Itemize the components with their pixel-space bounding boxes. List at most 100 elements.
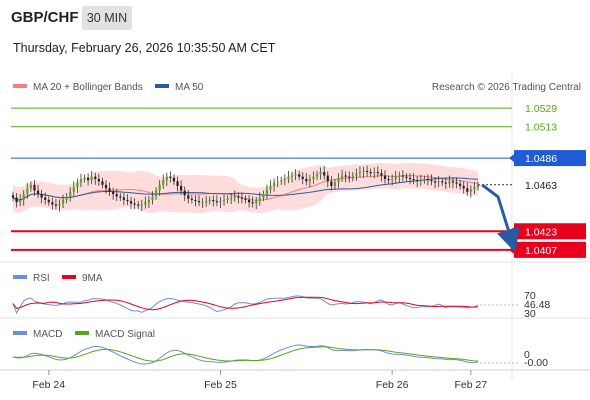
candle-body [61,199,65,204]
rsi-ma-legend-swatch [62,275,76,279]
macd-last-value: -0.00 [524,357,548,369]
macd-signal-line [12,346,479,362]
candle-body [201,202,204,204]
rsi-tick-70: 70 [524,290,536,302]
candle-body [283,179,286,181]
candle-body [362,170,365,173]
candle-body [29,184,32,189]
candle-body [94,176,97,179]
candle-body [137,204,140,206]
rsi-ma-legend-label: 9MA [82,273,103,284]
candle-body [76,182,79,188]
candle-body [380,173,383,176]
support-level-tag [514,223,586,240]
candle-body [65,196,68,200]
candle-body [108,188,111,192]
timeframe-button[interactable]: 30 MIN [82,6,132,30]
candle-body [79,179,83,183]
candle-body [355,173,358,176]
candle-body [194,199,197,202]
candle-body [433,181,437,183]
price-legend: MA 20 + Bollinger Bands MA 50 Research ©… [13,82,581,93]
candle-body [187,195,190,199]
candle-body [133,203,136,205]
candle-body [348,176,351,178]
support-level-tag [514,241,586,258]
candle-body [176,181,179,186]
candle-body [369,172,372,174]
candle-body [469,189,472,192]
current-price-tag [514,176,586,193]
candle-body [26,188,29,195]
candle-body [112,191,115,195]
candle-body [423,179,426,181]
candle-body [298,174,301,177]
candle-body [54,204,58,206]
candle-body [305,179,308,182]
candle-body [387,179,390,181]
candle-body [208,199,211,202]
rsi-tick-30: 30 [524,308,536,320]
candle-body [51,202,54,205]
support-level-label: 1.0407 [525,245,557,257]
candle-body [33,184,36,191]
candle-body [459,183,462,186]
candle-body [373,172,376,174]
candle-body [308,179,311,182]
candle-body [466,188,469,192]
candle-body [448,181,451,184]
candle-body [294,174,297,176]
candle-body [405,176,408,178]
x-tick-label: Feb 25 [204,379,237,391]
candle-body [462,185,465,189]
candle-body [376,172,379,174]
candle-body [255,201,258,204]
candle-body [122,197,125,200]
forecast-arrow [481,183,520,253]
candle-body [280,180,283,182]
candle-body [391,179,394,181]
candle-body [72,187,75,192]
ma50-legend-swatch [155,84,169,88]
candle-body [437,181,440,183]
rsi-line [12,295,479,315]
ma50-line [12,177,479,201]
candle-body [401,175,404,177]
candle-body [451,181,455,183]
candle-body [419,180,422,182]
candle-body [340,175,344,178]
rsi-legend-swatch [13,275,27,279]
candle-body [237,196,240,198]
candle-body [344,175,347,177]
price-levels: 1.0529 1.0513 1.0486 1.0463 1.0423 1.0407 [11,103,586,258]
macd-tick-zero: 0 [524,349,530,361]
candle-body [90,176,93,181]
candle-body [337,177,340,183]
x-tick-label: Feb 27 [454,379,487,391]
candle-body [319,172,322,175]
macd-signal-legend-swatch [75,331,89,335]
candle-body [154,190,158,197]
candle-body [144,202,147,205]
macd-signal-legend-label: MACD Signal [95,329,155,340]
resistance-level-label: 1.0529 [525,103,557,115]
candle-body [58,203,61,206]
candle-body [315,174,319,177]
candle-body [244,198,247,200]
candle-body [115,194,118,197]
candle-body [430,180,433,182]
support-level-label: 1.0423 [525,226,557,238]
candle-body [455,182,458,184]
candle-body [366,170,369,173]
chart-header: GBP/CHF 30 MIN [0,0,590,36]
candle-body [412,179,415,181]
candle-body [97,179,100,182]
current-price-label: 1.0463 [525,180,557,192]
macd-legend-label: MACD [33,329,62,340]
macd-legend: MACD MACD Signal [13,329,155,340]
macd-legend-swatch [13,331,27,335]
candle-body [258,197,261,202]
rsi-legend-label: RSI [33,273,50,284]
candle-body [44,197,47,200]
